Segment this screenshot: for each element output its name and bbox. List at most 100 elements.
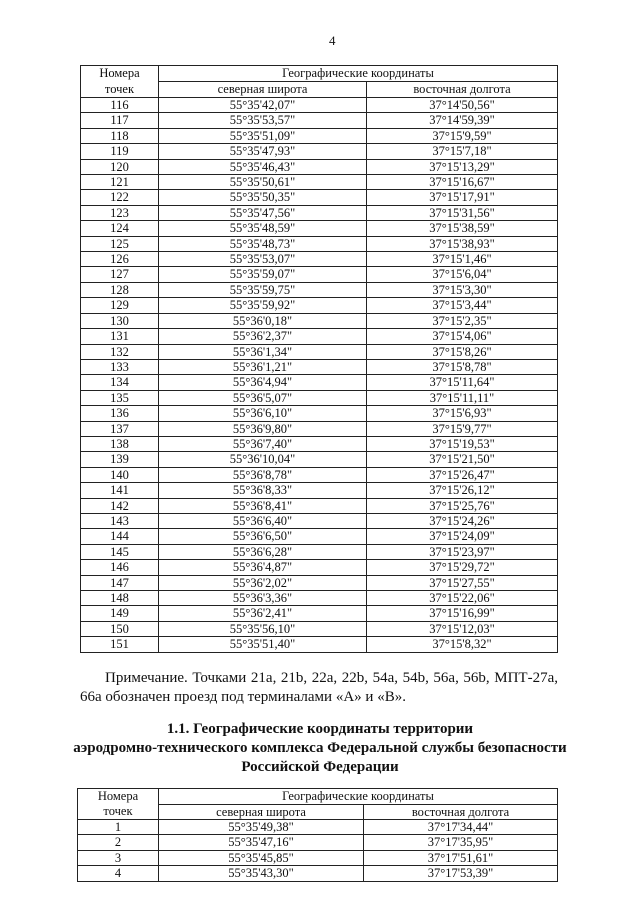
north-latitude-cell: 55°36'4,87"	[158, 559, 367, 576]
east-longitude-cell: 37°17'34,44"	[363, 818, 558, 836]
north-latitude-cell: 55°35'46,43"	[158, 158, 367, 176]
point-number-cell: 146	[80, 559, 159, 576]
coordinates-table: Номера точек Географические координаты с…	[80, 65, 558, 653]
table-row: 141 55°36'8,33" 37°15'26,12"	[80, 482, 558, 499]
point-number-cell: 1	[77, 818, 159, 836]
table-row: 128 55°35'59,75" 37°15'3,30"	[80, 281, 558, 299]
east-longitude-cell: 37°15'2,35"	[366, 312, 558, 330]
table-row: 145 55°36'6,28" 37°15'23,97"	[80, 543, 558, 561]
table-row: 133 55°36'1,21" 37°15'8,78"	[80, 358, 558, 376]
point-number-cell: 143	[80, 512, 159, 530]
point-number-cell: 148	[80, 589, 159, 607]
point-number-cell: 137	[80, 420, 159, 437]
east-longitude-cell: 37°15'29,72"	[366, 559, 558, 576]
north-latitude-cell: 55°35'51,40"	[158, 636, 367, 653]
east-longitude-cell: 37°15'38,93"	[366, 235, 558, 253]
point-number-cell: 151	[80, 636, 159, 653]
north-latitude-cell: 55°36'2,02"	[158, 574, 367, 592]
table-row: 120 55°35'46,43" 37°15'13,29"	[80, 158, 558, 176]
north-latitude-cell: 55°35'50,61"	[158, 174, 367, 191]
table-row: 149 55°36'2,41" 37°15'16,99"	[80, 605, 558, 622]
north-latitude-cell: 55°36'6,28"	[158, 543, 367, 561]
east-longitude-cell: 37°15'24,09"	[366, 528, 558, 545]
header-point-numbers: Номера точек	[80, 65, 159, 98]
east-longitude-cell: 37°15'3,44"	[366, 297, 558, 314]
north-latitude-cell: 55°35'47,93"	[158, 143, 367, 160]
table-row: 144 55°36'6,50" 37°15'24,09"	[80, 528, 558, 545]
table-row: 118 55°35'51,09" 37°15'9,59"	[80, 127, 558, 145]
table-row: 4 55°35'43,30" 37°17'53,39"	[77, 865, 558, 882]
section-heading: 1.1. Географические координаты территори…	[60, 720, 580, 777]
east-longitude-cell: 37°15'26,47"	[366, 466, 558, 484]
north-latitude-cell: 55°35'47,56"	[158, 204, 367, 222]
north-latitude-cell: 55°35'51,09"	[158, 127, 367, 145]
point-number-cell: 122	[80, 189, 159, 206]
section-heading-line: аэродромно-технического комплекса Федера…	[73, 740, 567, 756]
east-longitude-cell: 37°14'59,39"	[366, 112, 558, 129]
north-latitude-cell: 55°35'43,30"	[158, 865, 364, 882]
table-row: 130 55°36'0,18" 37°15'2,35"	[80, 312, 558, 330]
east-longitude-cell: 37°15'26,12"	[366, 482, 558, 499]
table-row: 3 55°35'45,85" 37°17'51,61"	[77, 849, 558, 867]
east-longitude-cell: 37°15'13,29"	[366, 158, 558, 176]
point-number-cell: 135	[80, 389, 159, 407]
north-latitude-cell: 55°35'56,10"	[158, 620, 367, 638]
point-number-cell: 128	[80, 281, 159, 299]
east-longitude-cell: 37°15'4,06"	[366, 328, 558, 345]
east-longitude-cell: 37°15'7,18"	[366, 143, 558, 160]
point-number-cell: 132	[80, 343, 159, 360]
header-geo-coordinates: Географические координаты	[158, 788, 558, 805]
east-longitude-cell: 37°15'6,04"	[366, 266, 558, 283]
point-number-cell: 121	[80, 174, 159, 191]
table-row: 136 55°36'6,10" 37°15'6,93"	[80, 405, 558, 422]
header-geo-coordinates: Географические координаты	[158, 65, 558, 82]
table-row: 117 55°35'53,57" 37°14'59,39"	[80, 112, 558, 129]
east-longitude-cell: 37°15'3,30"	[366, 281, 558, 299]
point-number-cell: 145	[80, 543, 159, 561]
north-latitude-cell: 55°36'3,36"	[158, 589, 367, 607]
section-heading-line: 1.1. Географические координаты территори…	[166, 721, 474, 737]
east-longitude-cell: 37°15'22,06"	[366, 589, 558, 607]
coordinates-table-fsb: Номера точек Географические координаты с…	[77, 788, 558, 882]
point-number-cell: 123	[80, 204, 159, 222]
point-number-cell: 125	[80, 235, 159, 253]
east-longitude-cell: 37°14'50,56"	[366, 96, 558, 114]
table-row: 137 55°36'9,80" 37°15'9,77"	[80, 420, 558, 437]
header-east-longitude: восточная долгота	[363, 803, 558, 820]
point-number-cell: 150	[80, 620, 159, 638]
point-number-cell: 138	[80, 435, 159, 453]
north-latitude-cell: 55°36'8,33"	[158, 482, 367, 499]
east-longitude-cell: 37°15'17,91"	[366, 189, 558, 206]
page-number: 4	[329, 33, 336, 48]
table-row: 134 55°36'4,94" 37°15'11,64"	[80, 374, 558, 391]
point-number-cell: 3	[77, 849, 159, 867]
east-longitude-cell: 37°15'6,93"	[366, 405, 558, 422]
point-number-cell: 127	[80, 266, 159, 283]
east-longitude-cell: 37°15'19,53"	[366, 435, 558, 453]
north-latitude-cell: 55°36'1,34"	[158, 343, 367, 360]
north-latitude-cell: 55°35'42,07"	[158, 96, 367, 114]
table-row: 148 55°36'3,36" 37°15'22,06"	[80, 589, 558, 607]
north-latitude-cell: 55°36'9,80"	[158, 420, 367, 437]
north-latitude-cell: 55°35'53,57"	[158, 112, 367, 129]
north-latitude-cell: 55°36'5,07"	[158, 389, 367, 407]
note-text: Примечание. Точками 21a, 21b, 22a, 22b, …	[80, 670, 558, 705]
north-latitude-cell: 55°35'53,07"	[158, 251, 367, 268]
east-longitude-cell: 37°15'38,59"	[366, 220, 558, 237]
table-row: 138 55°36'7,40" 37°15'19,53"	[80, 435, 558, 453]
east-longitude-cell: 37°15'24,26"	[366, 512, 558, 530]
north-latitude-cell: 55°35'47,16"	[158, 834, 364, 851]
north-latitude-cell: 55°36'6,50"	[158, 528, 367, 545]
table-row: 147 55°36'2,02" 37°15'27,55"	[80, 574, 558, 592]
point-number-cell: 134	[80, 374, 159, 391]
point-number-cell: 124	[80, 220, 159, 237]
north-latitude-cell: 55°36'10,04"	[158, 451, 367, 468]
east-longitude-cell: 37°15'25,76"	[366, 497, 558, 514]
table-row: 139 55°36'10,04" 37°15'21,50"	[80, 451, 558, 468]
table-row: 131 55°36'2,37" 37°15'4,06"	[80, 328, 558, 345]
table-row: 151 55°35'51,40" 37°15'8,32"	[80, 636, 558, 653]
table-row: 143 55°36'6,40" 37°15'24,26"	[80, 512, 558, 530]
east-longitude-cell: 37°15'27,55"	[366, 574, 558, 592]
north-latitude-cell: 55°35'59,92"	[158, 297, 367, 314]
east-longitude-cell: 37°15'12,03"	[366, 620, 558, 638]
